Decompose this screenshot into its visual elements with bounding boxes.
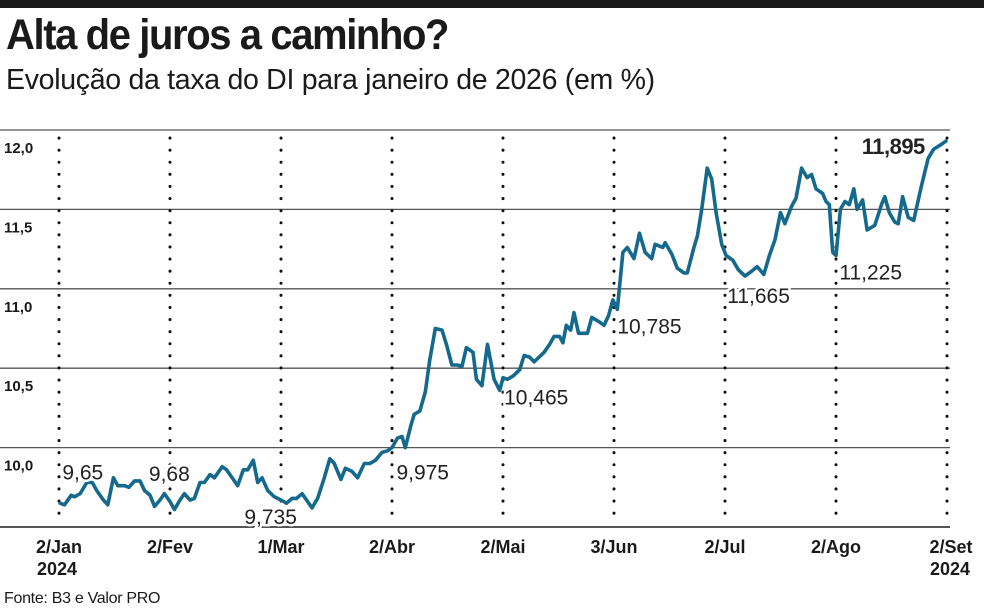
x-tick-label: 2/Jan [36, 537, 82, 557]
y-tick-label: 10,0 [4, 458, 33, 475]
y-tick-label: 10,5 [4, 378, 33, 395]
chart-title: Alta de juros a caminho? [6, 11, 449, 59]
x-tick-year: 2024 [930, 559, 970, 579]
y-tick-label: 11,0 [4, 299, 32, 316]
data-label: 11,225 [839, 261, 902, 284]
y-axis-ticks: 12,0 11,5 11,0 10,5 10,0 [4, 140, 33, 475]
chart-subtitle: Evolução da taxa do DI para janeiro de 2… [6, 64, 655, 96]
annotations: 9,65 9,68 9,735 9,975 10,465 10,785 11,665 11,2… [60, 131, 928, 531]
y-tick-label: 11,5 [4, 219, 32, 236]
grid [0, 129, 950, 528]
data-label: 10,785 [617, 315, 681, 338]
x-tick-label: 1/Mar [257, 537, 304, 557]
x-tick-label: 3/Jun [590, 537, 637, 557]
x-tick-label: 2/Ago [811, 537, 861, 557]
x-tick-year: 2024 [37, 559, 77, 579]
x-tick-label: 2/Abr [369, 537, 415, 557]
data-label: 11,895 [862, 134, 925, 159]
source-note: Fonte: B3 e Valor PRO [4, 590, 161, 607]
data-label: 11,665 [727, 285, 790, 308]
y-tick-label: 12,0 [4, 140, 33, 157]
top-rule [0, 0, 984, 8]
data-label: 9,65 [62, 461, 103, 484]
x-tick-label: 2/Fev [147, 537, 193, 557]
data-label: 9,68 [149, 463, 190, 486]
data-label: 9,975 [396, 461, 449, 484]
month-gridlines [57, 136, 949, 525]
data-label: 10,465 [504, 387, 568, 410]
x-tick-label: 2/Jul [704, 537, 745, 557]
x-tick-label: 2/Set [929, 537, 972, 557]
series-line-di-jan-2026 [58, 139, 948, 512]
x-tick-label: 2/Mai [480, 537, 525, 557]
data-label: 9,735 [244, 506, 297, 529]
